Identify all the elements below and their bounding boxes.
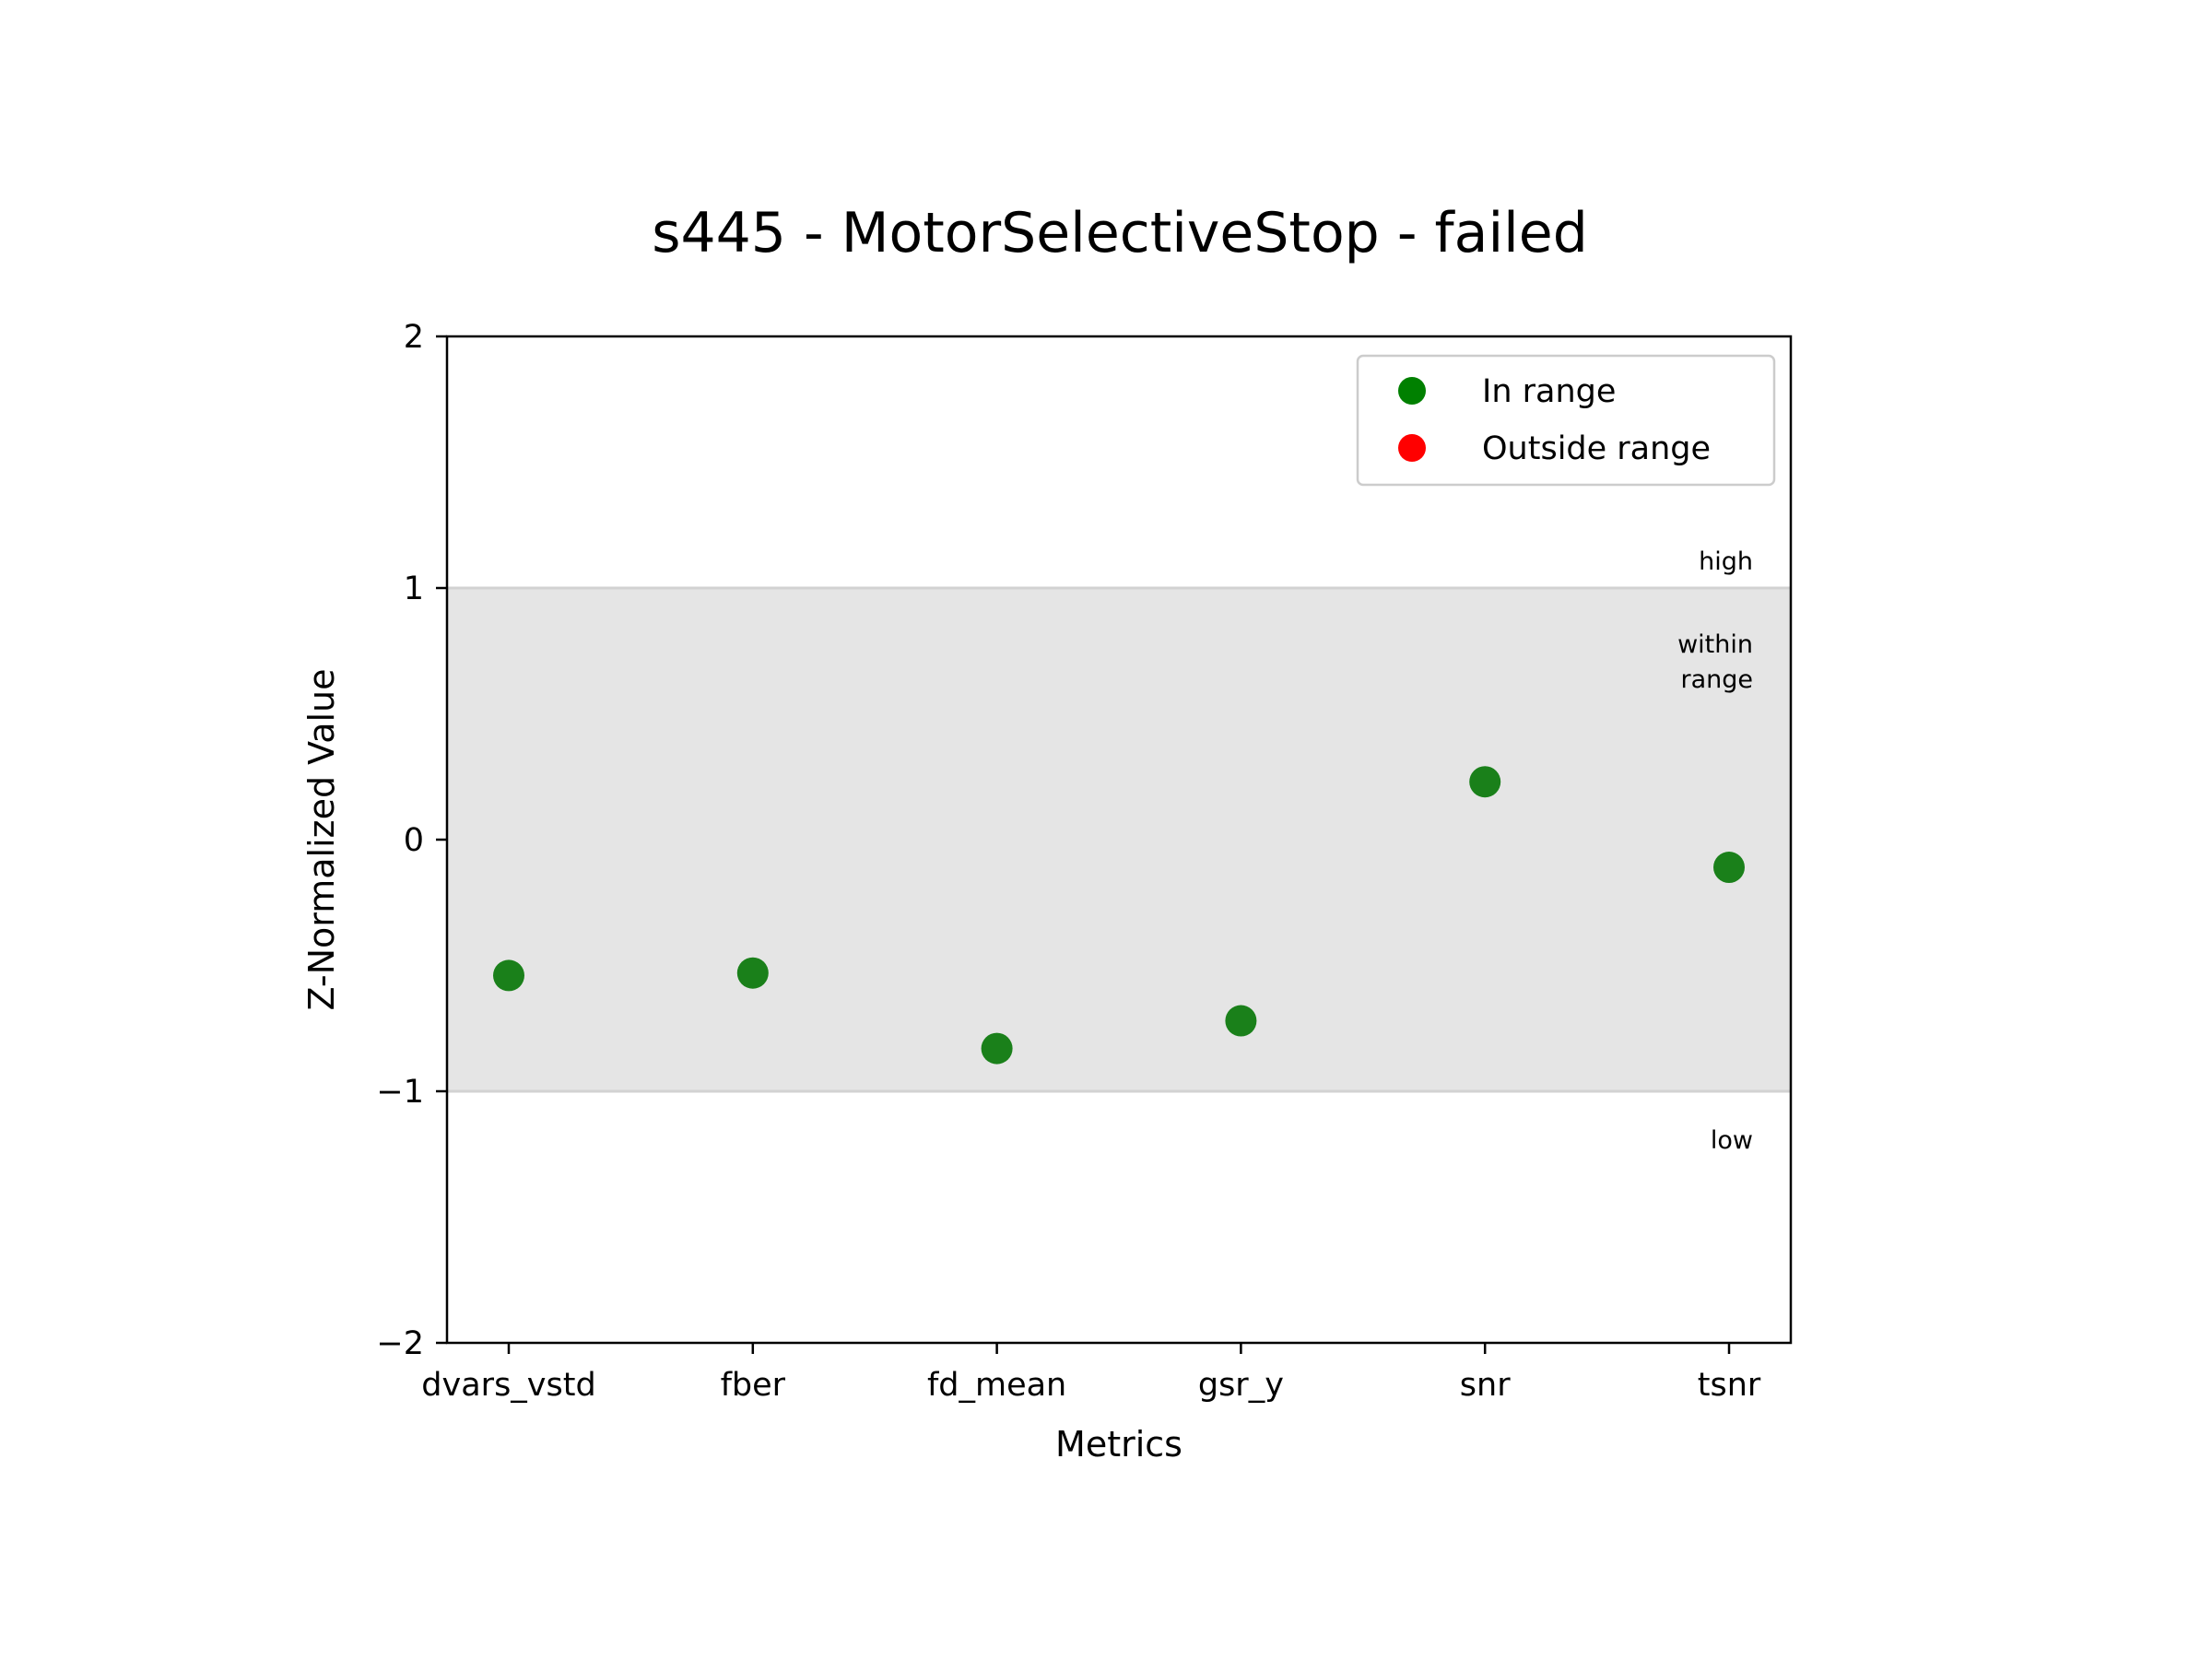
y-axis-ticks: 2 1 0 −1 −2 — [376, 319, 447, 1362]
y-tick-label: 1 — [404, 571, 424, 607]
y-tick-label: 2 — [404, 319, 424, 356]
data-point-tsnr — [1713, 852, 1745, 884]
zone-label-high: high — [1699, 547, 1753, 576]
data-point-gsr_y — [1225, 1005, 1257, 1037]
x-tick-label: fber — [721, 1367, 786, 1404]
plot-frame — [445, 335, 1793, 1345]
x-tick-label: fd_mean — [927, 1367, 1066, 1404]
data-point-fd_mean — [981, 1032, 1013, 1065]
data-points — [493, 766, 1745, 1065]
legend-box — [1356, 354, 1776, 487]
zone-label-within: within — [1677, 630, 1753, 659]
zone-label-low: low — [1711, 1126, 1753, 1155]
data-point-snr — [1469, 766, 1501, 798]
data-point-dvars_vstd — [493, 959, 524, 992]
x-axis-label: Metrics — [1055, 1424, 1182, 1465]
data-point-fber — [736, 957, 769, 989]
legend-marker-outside-range — [1398, 434, 1426, 462]
x-tick-label: tsnr — [1698, 1367, 1761, 1404]
y-tick-label: 0 — [404, 822, 424, 859]
y-axis-label: Z-Normalized Value — [301, 668, 342, 1010]
legend: In range Outside range — [1356, 354, 1776, 487]
legend-marker-in-range — [1398, 377, 1426, 405]
legend-label-in-range: In range — [1482, 373, 1616, 410]
legend-label-outside-range: Outside range — [1482, 430, 1711, 467]
zone-label-range: range — [1680, 665, 1753, 694]
x-tick-label: snr — [1460, 1367, 1511, 1404]
chart-title: s445 - MotorSelectiveStop - failed — [652, 201, 1588, 265]
within-range-band — [447, 588, 1791, 1091]
x-tick-label: dvars_vstd — [421, 1367, 595, 1404]
y-tick-label: −2 — [376, 1325, 424, 1362]
x-tick-label: gsr_y — [1198, 1367, 1284, 1404]
x-axis-ticks: dvars_vstd fber fd_mean gsr_y snr tsnr — [421, 1343, 1761, 1404]
y-tick-label: −1 — [376, 1074, 424, 1111]
